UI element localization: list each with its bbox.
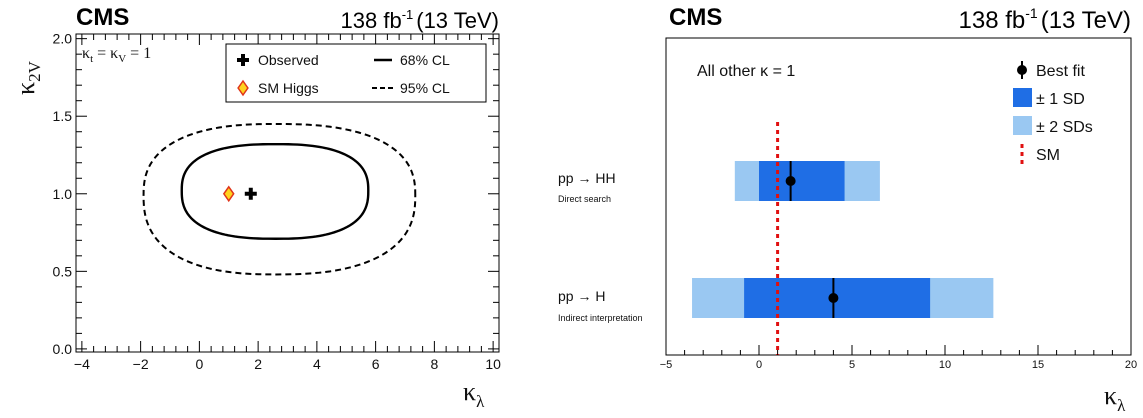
- right-x-tick-label: 15: [1032, 359, 1044, 371]
- right-axes: −5 0 5 10 15 20: [660, 345, 1137, 371]
- left-lumi-value: 138 fb: [341, 8, 402, 33]
- left-x-tick-label: −4: [74, 356, 90, 372]
- right-x-tick-label: 0: [756, 359, 762, 371]
- row-h-label: pp → H: [558, 288, 605, 304]
- contour-95cl: [142, 122, 417, 276]
- left-y-tick-label: 0.0: [53, 341, 73, 357]
- legend-sd1-label: ± 1 SD: [1036, 91, 1085, 108]
- row-hh-sublabel: Direct search: [558, 194, 611, 204]
- right-x-tick-label: 10: [939, 359, 951, 371]
- left-panel: CMS 138 fb-1 (13 TeV) −4 −2 0 2 4 6 8 10 0.0 0.5 1.…: [11, 4, 501, 411]
- right-legend: Best fit ± 1 SD ± 2 SDs SM: [1013, 61, 1093, 164]
- left-y-tick-label: 2.0: [53, 31, 73, 47]
- legend-sd2-swatch: [1013, 116, 1032, 135]
- left-cms-label: CMS: [76, 4, 129, 31]
- left-lumi-exponent: -1: [402, 7, 414, 22]
- legend-bestfit-label: Best fit: [1036, 63, 1085, 80]
- best-fit-point: [828, 293, 839, 303]
- right-x-tick-label: 20: [1125, 359, 1137, 371]
- row-h-sublabel: Indirect interpretation: [558, 313, 643, 323]
- right-bands: [692, 161, 994, 318]
- right-cms-label: CMS: [669, 4, 722, 31]
- left-legend: Observed SM Higgs 68% CL 95% CL: [225, 43, 487, 103]
- left-lumi-energy: (13 TeV): [416, 8, 499, 33]
- sm-higgs-marker: [222, 185, 235, 203]
- left-x-tick-label: 10: [485, 356, 501, 372]
- left-plot-frame: [75, 33, 500, 353]
- observed-marker: [244, 187, 257, 200]
- right-lumi-value: 138 fb: [959, 7, 1026, 34]
- left-y-tick-label: 0.5: [53, 263, 73, 279]
- left-x-tick-label: 2: [254, 356, 262, 372]
- left-lumi-label: 138 fb-1 (13 TeV): [341, 7, 499, 33]
- right-x-tick-label: −5: [660, 359, 673, 371]
- legend-95-label: 95% CL: [400, 80, 450, 96]
- legend-sm-symbol: [237, 79, 249, 97]
- left-x-tick-label: 4: [313, 356, 321, 372]
- left-x-tick-label: 0: [195, 356, 203, 372]
- legend-bestfit-dot: [1017, 65, 1027, 75]
- left-y-tick-label: 1.5: [53, 108, 73, 124]
- legend-observed-symbol: [237, 54, 249, 66]
- kappa-t-v-annotation: κt = κV = 1: [82, 45, 151, 65]
- right-plot-frame: [665, 37, 1132, 356]
- row-hh-label: pp → HH: [558, 170, 616, 186]
- left-contours: [142, 122, 417, 276]
- right-lumi-energy: (13 TeV): [1041, 7, 1131, 34]
- all-other-kappa-annotation: All other κ = 1: [697, 63, 795, 80]
- legend-sd1-swatch: [1013, 88, 1032, 107]
- left-x-axis-title: κλ: [463, 377, 485, 411]
- left-y-tick-label: 1.0: [53, 186, 73, 202]
- contour-68cl: [180, 142, 370, 240]
- right-lumi-exponent: -1: [1025, 5, 1038, 21]
- legend-sm-line-label: SM: [1036, 147, 1060, 164]
- legend-sd2-label: ± 2 SDs: [1036, 119, 1093, 136]
- left-x-tick-label: 6: [372, 356, 380, 372]
- right-lumi-label: 138 fb-1 (13 TeV): [959, 5, 1131, 34]
- legend-observed-label: Observed: [258, 52, 319, 68]
- band-1sd: [759, 161, 845, 201]
- right-x-axis-title: κλ: [1104, 381, 1126, 415]
- best-fit-point: [785, 176, 796, 186]
- right-panel: CMS 138 fb-1 (13 TeV) −5 0 5 10 15 20 All othe…: [558, 4, 1137, 415]
- left-y-axis-title: κ2V: [11, 60, 44, 95]
- left-x-tick-label: −2: [133, 356, 149, 372]
- left-x-tick-label: 8: [430, 356, 438, 372]
- left-axes: −4 −2 0 2 4 6 8 10 0.0 0.5 1.0 1.5 2.0: [53, 31, 502, 372]
- right-points: [785, 161, 839, 318]
- right-x-tick-label: 5: [849, 359, 855, 371]
- left-points: [222, 185, 257, 203]
- legend-68-label: 68% CL: [400, 52, 450, 68]
- left-legend-box: [225, 43, 487, 103]
- legend-sm-label: SM Higgs: [258, 80, 319, 96]
